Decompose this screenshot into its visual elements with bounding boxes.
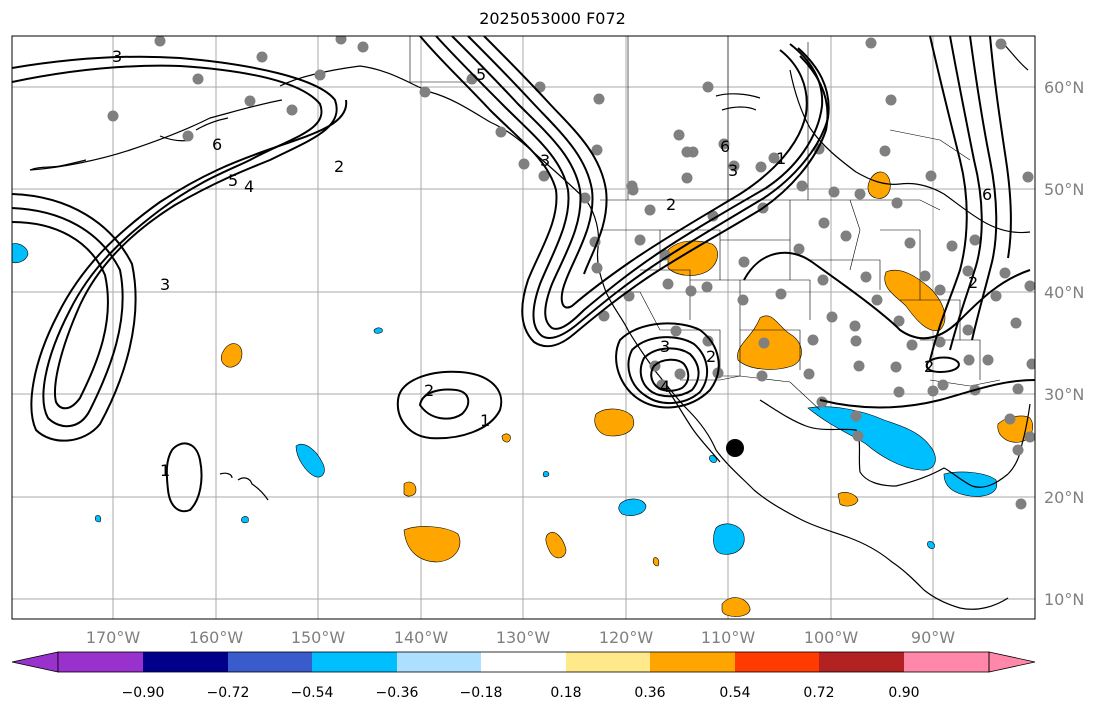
colorbar-extend-max (988, 651, 1036, 673)
colorbar-segment (566, 652, 651, 672)
svg-text:1: 1 (480, 411, 490, 430)
colorbar-segment (904, 652, 989, 672)
svg-text:3: 3 (660, 337, 670, 356)
svg-text:4: 4 (660, 377, 670, 396)
svg-text:6: 6 (720, 137, 730, 156)
hurricane-center-marker (726, 439, 744, 457)
lon-tick: 120°W (599, 628, 654, 647)
svg-text:2: 2 (968, 273, 978, 292)
svg-text:3: 3 (540, 151, 550, 170)
svg-text:2: 2 (334, 157, 344, 176)
colorbar-segment (312, 652, 397, 672)
map-frame (11, 35, 1036, 620)
svg-text:2: 2 (924, 357, 934, 376)
colorbar-segment (481, 652, 566, 672)
svg-text:6: 6 (212, 135, 222, 154)
colorbar-segment (735, 652, 820, 672)
svg-text:3: 3 (112, 47, 122, 66)
coastlines (29, 39, 1031, 610)
colorbar-label: 0.18 (550, 685, 581, 701)
lon-tick: 90°W (911, 628, 955, 647)
svg-text:5: 5 (476, 65, 486, 84)
colorbar-segment (819, 652, 904, 672)
latitude-tick-labels: 60°N 50°N 40°N 30°N 20°N 10°N (1044, 78, 1084, 609)
station-markers (107, 36, 1035, 510)
svg-text:3: 3 (160, 275, 170, 294)
colorbar-label: −0.36 (376, 685, 419, 701)
colorbar-segment (397, 652, 482, 672)
lon-tick: 100°W (804, 628, 859, 647)
colorbar-label: −0.54 (291, 685, 334, 701)
colorbar-label: 0.72 (803, 685, 834, 701)
colorbar-segment (650, 652, 735, 672)
svg-text:2: 2 (424, 381, 434, 400)
colorbar-label: −0.90 (122, 685, 165, 701)
colorbar-segment (228, 652, 313, 672)
colorbar-tick-labels: −0.90 −0.72 −0.54 −0.36 −0.18 0.18 0.36 … (122, 685, 920, 701)
svg-text:2: 2 (706, 347, 716, 366)
svg-text:3: 3 (728, 161, 738, 180)
lat-tick: 30°N (1044, 385, 1084, 404)
svg-text:4: 4 (244, 177, 254, 196)
lon-tick: 110°W (701, 628, 756, 647)
contour-labels: 3 5 6 4 2 3 5 3 6 3 1 2 2 3 4 1 2 1 6 2 … (112, 47, 992, 480)
lon-tick: 160°W (189, 628, 244, 647)
lat-tick: 20°N (1044, 488, 1084, 507)
lat-tick: 50°N (1044, 180, 1084, 199)
svg-text:5: 5 (228, 171, 238, 190)
colorbar-label: 0.54 (719, 685, 750, 701)
svg-text:2: 2 (666, 195, 676, 214)
colorbar-extend-min (11, 651, 59, 673)
colorbar-label: 0.36 (634, 685, 665, 701)
colorbar-segment (143, 652, 228, 672)
colorbar-label: −0.18 (460, 685, 503, 701)
svg-text:6: 6 (982, 185, 992, 204)
svg-text:1: 1 (160, 461, 170, 480)
lon-tick: 150°W (291, 628, 346, 647)
colorbar-label: 0.90 (888, 685, 919, 701)
contour-lines (12, 36, 1035, 513)
colorbar: −0.90 −0.72 −0.54 −0.36 −0.18 0.18 0.36 … (11, 651, 1036, 701)
lon-tick: 130°W (496, 628, 551, 647)
map-title: 2025053000 F072 (479, 9, 626, 28)
longitude-tick-labels: 170°W 160°W 150°W 140°W 130°W 120°W 110°… (86, 628, 955, 647)
lon-tick: 170°W (86, 628, 141, 647)
lon-tick: 140°W (394, 628, 449, 647)
lat-tick: 10°N (1044, 590, 1084, 609)
colorbar-label: −0.72 (207, 685, 250, 701)
negative-anomaly-shading (12, 243, 998, 555)
lat-tick: 40°N (1044, 283, 1084, 302)
lat-tick: 60°N (1044, 78, 1084, 97)
svg-text:1: 1 (776, 149, 786, 168)
colorbar-segment (58, 652, 143, 672)
